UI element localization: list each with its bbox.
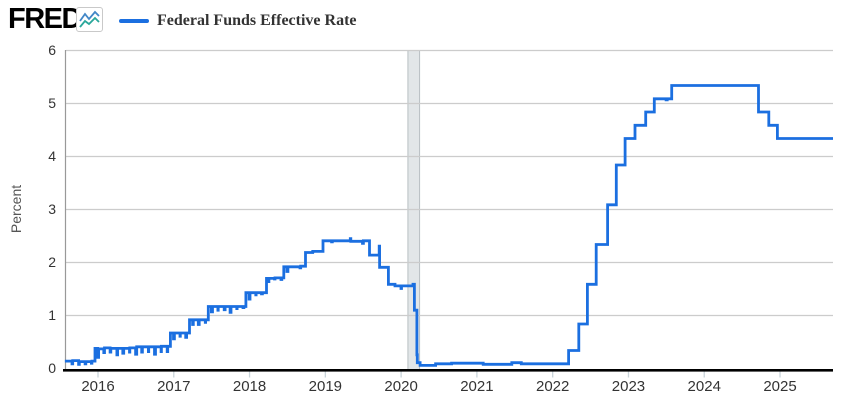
x-tick-label-2017: 2017	[157, 378, 191, 395]
x-tick-label-2018: 2018	[232, 378, 267, 395]
y-tick-label-0: 0	[48, 360, 56, 376]
x-tick-label-2024: 2024	[687, 378, 721, 395]
x-tick-label-2023: 2023	[611, 378, 646, 395]
legend: Federal Funds Effective Rate	[119, 10, 357, 32]
y-tick-label-2: 2	[48, 254, 56, 270]
y-tick-label-6: 6	[48, 42, 56, 58]
y-tick-label-1: 1	[48, 307, 56, 323]
legend-label: Federal Funds Effective Rate	[157, 12, 357, 29]
line-chart-icon	[76, 7, 103, 32]
x-tick-label-2020: 2020	[384, 378, 418, 395]
line-chart-icon-glyph	[79, 10, 100, 28]
x-tick-label-2025: 2025	[763, 378, 797, 395]
x-tick-label-2022: 2022	[535, 378, 570, 395]
y-tick-label-4: 4	[48, 148, 56, 164]
series-line-federal-funds-effective-rate[interactable]	[64, 84, 833, 367]
x-tick-label-2019: 2019	[308, 378, 343, 395]
y-tick-label-5: 5	[48, 95, 56, 111]
chart-header: FRED® Federal Funds Effective Rate	[0, 0, 852, 40]
legend-line-swatch	[119, 19, 149, 23]
x-tick-label-2021: 2021	[460, 378, 494, 395]
y-tick-label-3: 3	[48, 201, 56, 217]
y-axis-title: Percent	[8, 184, 24, 234]
x-axis-line	[63, 369, 833, 372]
fred-logo-text: FRED	[8, 3, 82, 35]
x-tick-label-2016: 2016	[81, 378, 115, 395]
